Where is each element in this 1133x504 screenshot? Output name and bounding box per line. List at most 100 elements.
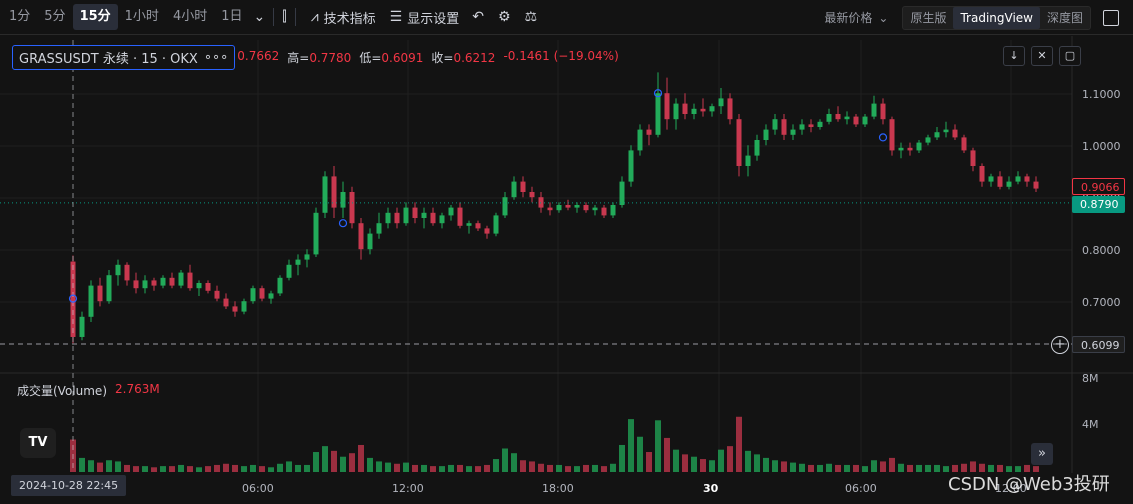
candle-body [412, 207, 418, 218]
low-label: 低= [359, 51, 382, 65]
candle-type-icon[interactable]: ⫿ [282, 9, 287, 25]
candle-body [259, 288, 265, 299]
crosshair-time-tag: 2024-10-28 22:45 [11, 475, 127, 496]
timeframe-5[interactable]: 1日 [221, 9, 243, 24]
volume-bar [790, 462, 796, 472]
candle-body [385, 212, 391, 224]
volume-bar [934, 464, 940, 472]
volume-bar [700, 459, 706, 472]
chart-type-0[interactable]: 原生版 [910, 10, 947, 25]
ohlc-legend: GRASSUSDT 永续 · 15 · OKX ∘∘∘ 0.7662 高=0.7… [12, 45, 619, 70]
close-value: 0.6212 [453, 51, 496, 65]
candle-body [457, 207, 463, 226]
price-mode-select[interactable]: 最新价格 ⌄ [824, 9, 888, 26]
price-tick: 1.0000 [1082, 140, 1121, 153]
gear-icon[interactable]: ⚙ [497, 9, 511, 25]
volume-bar [466, 466, 472, 472]
plus-icon[interactable]: + [1051, 336, 1069, 354]
volume-bar [565, 466, 571, 472]
volume-bar [214, 464, 220, 472]
candle-body [124, 264, 130, 281]
tradingview-logo: TV [20, 428, 56, 458]
candle-body [709, 106, 715, 112]
volume-bar [835, 464, 841, 472]
chart-type-2[interactable]: 深度图 [1046, 10, 1083, 25]
watermark: CSDN @Web3投研 [948, 474, 1110, 495]
event-marker[interactable] [878, 133, 888, 142]
candle-body [952, 129, 958, 138]
timeframe-0[interactable]: 1分 [9, 9, 31, 24]
symbol-label: GRASSUSDT 永续 · 15 · OKX [19, 52, 198, 67]
candle-body [466, 223, 472, 226]
volume-bar [754, 454, 760, 472]
scroll-right-icon[interactable]: » [1031, 443, 1053, 465]
candle-body [349, 192, 355, 224]
candle-body [187, 272, 193, 289]
candle-body [169, 277, 175, 286]
volume-bar [475, 466, 481, 472]
volume-tick: 8M [1082, 372, 1099, 385]
volume-bar [133, 466, 139, 472]
candle-body [106, 275, 112, 302]
arrow-down-icon[interactable]: ↓ [1003, 46, 1025, 66]
volume-bar [547, 464, 553, 472]
candle-body [862, 116, 868, 125]
timeframe-2[interactable]: 15分 [72, 4, 118, 30]
candle-body [538, 197, 544, 208]
candle-body [700, 108, 706, 112]
volume-bar [295, 464, 301, 472]
close-label: 收= [431, 51, 454, 65]
candle-body [934, 132, 940, 138]
timeframe-3[interactable]: 1小时 [124, 9, 159, 24]
candle-body [1006, 181, 1012, 187]
volume-bar [520, 460, 526, 472]
close-item: 收=0.6212 [431, 49, 495, 66]
volume-bar [871, 460, 877, 472]
event-marker[interactable] [68, 294, 78, 303]
list-icon: ☰ [389, 9, 403, 25]
chart-type-1[interactable]: TradingView [953, 6, 1040, 29]
volume-bar [412, 464, 418, 472]
open-value: 0.7662 [237, 49, 280, 63]
undo-icon[interactable]: ↶ [472, 9, 484, 25]
volume-bar [79, 457, 85, 472]
volume-bar [682, 454, 688, 472]
scale-icon[interactable]: ⚖ [524, 9, 538, 25]
symbol-selector[interactable]: GRASSUSDT 永续 · 15 · OKX ∘∘∘ [12, 45, 236, 70]
more-icon[interactable]: ∘∘∘ [203, 50, 229, 65]
price-chart[interactable] [0, 36, 1133, 473]
fullscreen-icon[interactable] [1103, 9, 1119, 26]
candle-body [880, 103, 886, 120]
candle-body [844, 116, 850, 120]
volume-bar [340, 456, 346, 472]
volume-bar [943, 466, 949, 472]
volume-bar [844, 464, 850, 472]
change-value: -0.1461 (−19.04%) [503, 49, 619, 63]
time-tick: 06:00 [242, 482, 274, 495]
candle-body [88, 285, 94, 317]
collapse-icon[interactable]: ✕ [1031, 46, 1053, 66]
candle-body [484, 228, 490, 234]
event-marker[interactable] [653, 89, 663, 98]
candle-body [358, 223, 364, 250]
volume-bar [556, 464, 562, 472]
volume-bar [196, 467, 202, 472]
volume-bar [709, 460, 715, 472]
event-marker[interactable] [338, 219, 348, 228]
volume-bar [619, 444, 625, 472]
candle-body [925, 137, 931, 143]
indicators-button[interactable]: ⩘ 技术指标 [304, 4, 383, 30]
candle-body [907, 147, 913, 151]
reset-icon[interactable]: ▢ [1059, 46, 1081, 66]
candle-body [1033, 181, 1039, 189]
candle-body [556, 205, 562, 211]
volume-bar [664, 437, 670, 472]
timeframe-1[interactable]: 5分 [44, 9, 66, 24]
toolbar-right: 最新价格 ⌄ 原生版 TradingView 深度图 [824, 0, 1133, 35]
chevron-down-icon[interactable]: ⌄ [253, 9, 266, 25]
timeframe-4[interactable]: 4小时 [172, 9, 208, 24]
candle-body [961, 137, 967, 151]
volume-bar [169, 466, 175, 472]
display-settings-button[interactable]: ☰ 显示设置 [383, 4, 467, 30]
time-tick: 12:00 [995, 482, 1027, 495]
